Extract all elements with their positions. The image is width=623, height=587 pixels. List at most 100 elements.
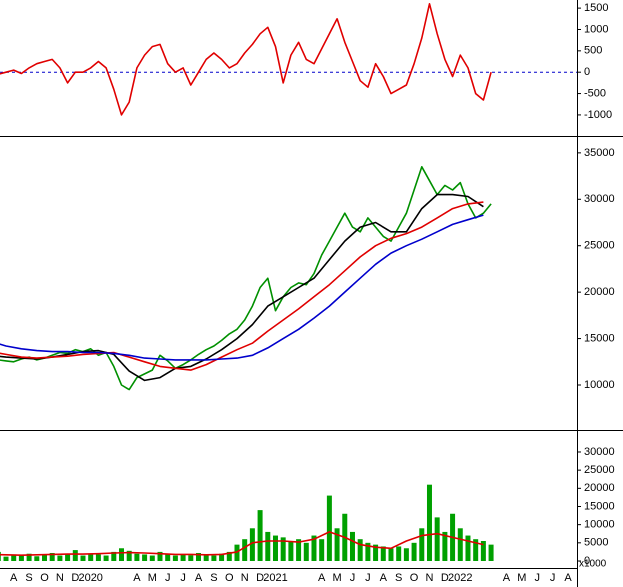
x-tick-label: S: [395, 572, 402, 584]
volume-bar: [480, 541, 486, 561]
series-line: [0, 193, 484, 382]
y-tick-label: -500: [584, 87, 606, 99]
x-tick-label: D: [441, 572, 449, 584]
volume-bar: [411, 542, 417, 561]
volume-bar: [3, 556, 9, 561]
x-tick-label: J: [550, 572, 556, 584]
y-tick-label: -1000: [584, 109, 612, 121]
x-tick-label: N: [241, 572, 249, 584]
y-tick-label: 30000: [584, 446, 615, 458]
panel: [0, 3, 577, 116]
volume-bar: [11, 554, 17, 561]
volume-bar: [195, 552, 201, 561]
volume-bar: [126, 550, 132, 561]
x-tick-label: J: [165, 572, 171, 584]
volume-bar: [180, 554, 186, 561]
volume-bar: [388, 548, 394, 561]
volume-bar: [211, 555, 217, 561]
volume-bar: [111, 551, 117, 561]
volume-bar: [118, 548, 124, 561]
volume-bar: [103, 555, 109, 561]
volume-bar: [219, 553, 225, 561]
x-tick-label: 2020: [78, 572, 102, 584]
y-tick-label: 25000: [584, 464, 615, 476]
volume-bar: [42, 554, 48, 561]
x-tick-label: J: [180, 572, 186, 584]
x-tick-label: A: [380, 572, 388, 584]
volume-bar: [134, 553, 140, 561]
x-tick-label: J: [535, 572, 541, 584]
x-tick-label: O: [225, 572, 234, 584]
y-tick-label: 35000: [584, 147, 615, 159]
volume-bar: [373, 544, 379, 561]
volume-bar: [303, 542, 309, 561]
x-tick-label: A: [503, 572, 511, 584]
volume-bar: [226, 551, 232, 561]
volume-bar: [57, 555, 63, 561]
volume-bar: [403, 548, 409, 561]
volume-bar: [334, 528, 340, 561]
y-tick-label: 30000: [584, 193, 615, 205]
series-line: [0, 214, 484, 361]
volume-bar: [488, 544, 494, 561]
x-tick-label: A: [318, 572, 326, 584]
x-tick-label: M: [517, 572, 526, 584]
volume-bar: [442, 531, 448, 561]
x-tick-label: J: [350, 572, 356, 584]
series-line: [0, 201, 484, 371]
panel: [0, 166, 492, 391]
volume-bar: [95, 554, 101, 561]
x-tick-label: M: [332, 572, 341, 584]
unit-label: x1000: [579, 559, 607, 570]
volume-bar: [188, 555, 194, 561]
x-tick-label: 2022: [448, 572, 472, 584]
volume-bar: [165, 553, 171, 561]
x-tick-label: A: [10, 572, 18, 584]
volume-bar: [0, 551, 1, 561]
x-tick-label: O: [40, 572, 49, 584]
x-tick-label: A: [195, 572, 203, 584]
volume-bar: [380, 546, 386, 561]
volume-bar: [142, 554, 148, 561]
y-tick-label: 5000: [584, 537, 608, 549]
volume-bar: [457, 528, 463, 561]
y-tick-label: 1500: [584, 2, 608, 14]
volume-bar: [272, 535, 278, 561]
volume-bar: [426, 484, 432, 561]
volume-bar: [349, 531, 355, 561]
x-tick-label: S: [210, 572, 217, 584]
volume-bar: [419, 528, 425, 561]
volume-bar: [473, 539, 479, 561]
volume-bar: [80, 555, 86, 561]
volume-bar: [280, 537, 286, 561]
x-tick-label: A: [564, 572, 572, 584]
x-tick-label: O: [410, 572, 419, 584]
volume-bar: [242, 539, 248, 561]
volume-bar: [234, 544, 240, 561]
volume-bar: [365, 542, 371, 561]
panel: [0, 484, 494, 561]
x-tick-label: D: [256, 572, 264, 584]
y-tick-label: 1000: [584, 23, 608, 35]
x-tick-label: S: [25, 572, 32, 584]
y-tick-label: 15000: [584, 500, 615, 512]
y-tick-label: 20000: [584, 482, 615, 494]
volume-bar: [296, 539, 302, 561]
volume-bar: [434, 517, 440, 561]
volume-bar: [34, 556, 40, 561]
volume-bar: [88, 553, 94, 561]
volume-bar: [465, 535, 471, 561]
x-tick-label: N: [56, 572, 64, 584]
volume-bar: [65, 554, 71, 561]
y-tick-label: 25000: [584, 240, 615, 252]
y-tick-label: 0: [584, 66, 590, 78]
volume-bar: [257, 510, 263, 561]
volume-bar: [265, 531, 271, 561]
x-tick-label: D: [71, 572, 79, 584]
volume-bar: [203, 554, 209, 561]
volume-bar: [172, 555, 178, 561]
y-tick-label: 20000: [584, 286, 615, 298]
x-tick-label: 2021: [263, 572, 287, 584]
